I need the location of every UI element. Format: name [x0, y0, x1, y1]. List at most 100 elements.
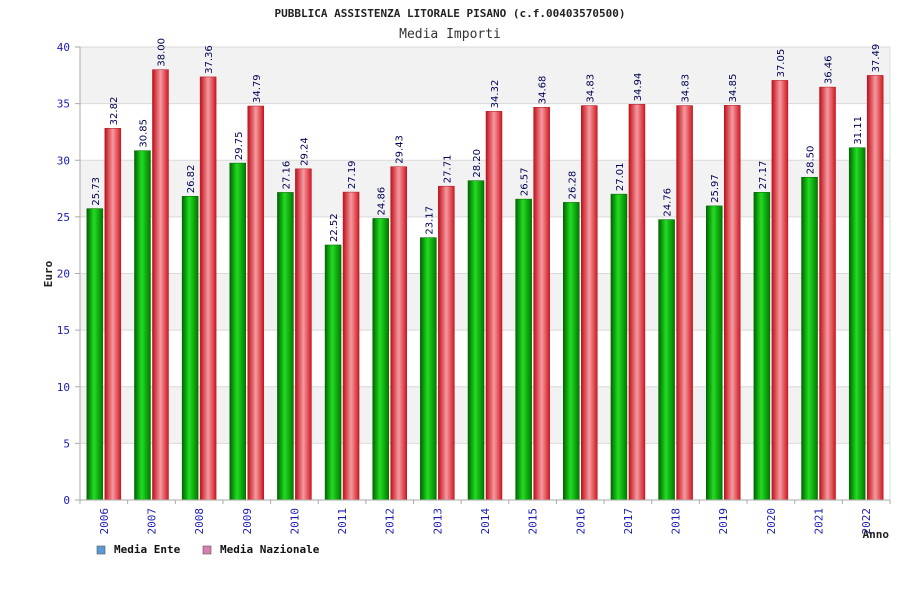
- bar-media-ente: [848, 147, 866, 501]
- data-label: 34.32: [490, 80, 501, 109]
- data-label: 28.50: [806, 146, 817, 175]
- y-tick-label: 35: [57, 98, 70, 111]
- bar-media-ente: [705, 205, 723, 501]
- y-tick-label: 10: [57, 381, 70, 394]
- data-label: 29.43: [395, 135, 406, 164]
- bar-media-nazionale: [533, 106, 550, 501]
- data-label: 25.97: [710, 174, 721, 203]
- data-label: 25.73: [91, 177, 102, 206]
- bar-media-ente: [420, 237, 437, 501]
- data-label: 26.82: [186, 165, 197, 194]
- data-label: 26.57: [520, 167, 531, 196]
- data-label: 32.82: [109, 97, 120, 126]
- data-label: 34.79: [252, 74, 263, 103]
- x-tick-label: 2022: [860, 508, 873, 535]
- bar-media-ente: [372, 218, 389, 501]
- bar-media-nazionale: [390, 166, 407, 501]
- y-tick-label: 20: [57, 268, 70, 281]
- bar-media-nazionale: [676, 105, 693, 501]
- bar-media-ente: [753, 192, 771, 501]
- bar-media-nazionale: [819, 86, 836, 501]
- y-tick-label: 40: [57, 41, 70, 54]
- data-label: 24.86: [377, 187, 388, 216]
- x-tick-label: 2018: [670, 508, 683, 535]
- chart-subtitle: Media Importi: [399, 27, 501, 42]
- bar-media-ente: [801, 176, 818, 501]
- bar-media-ente: [610, 193, 628, 501]
- data-label: 28.20: [472, 149, 483, 178]
- bar-media-nazionale: [104, 128, 122, 501]
- data-label: 38.00: [156, 38, 167, 67]
- bar-media-ente: [181, 196, 199, 501]
- bar-media-nazionale: [199, 76, 217, 501]
- x-tick-label: 2021: [813, 508, 826, 535]
- legend-label-media-nazionale: Media Nazionale: [220, 543, 320, 556]
- bar-media-nazionale: [152, 69, 169, 501]
- bar-media-nazionale: [866, 75, 884, 501]
- data-label: 24.76: [663, 188, 674, 217]
- bar-media-nazionale: [771, 80, 789, 501]
- y-tick-label: 25: [57, 211, 70, 224]
- bar-media-nazionale: [581, 105, 598, 501]
- data-label: 30.85: [138, 119, 149, 148]
- y-tick-label: 15: [57, 324, 70, 337]
- legend-swatch-media-ente: [96, 545, 106, 555]
- chart-title: PUBBLICA ASSISTENZA LITORALE PISANO (c.f…: [275, 7, 626, 20]
- bar-media-nazionale: [247, 105, 265, 501]
- x-tick-label: 2014: [479, 508, 492, 535]
- y-tick-label: 5: [63, 437, 70, 450]
- data-label: 34.68: [538, 76, 549, 105]
- bar-media-ente: [563, 202, 580, 501]
- data-label: 27.01: [615, 162, 626, 191]
- x-tick-label: 2015: [527, 508, 540, 535]
- value-labels: 25.73 32.82 30.85 38.00 26.82 37.36 29.75 34.79…: [91, 38, 882, 242]
- x-tick-label: 2020: [765, 508, 778, 535]
- x-tick-label: 2016: [574, 508, 587, 535]
- bar-media-ente: [658, 219, 675, 501]
- x-tick-label: 2009: [241, 508, 254, 535]
- bar-media-ente: [324, 244, 342, 501]
- data-label: 27.17: [758, 161, 769, 190]
- data-label: 22.52: [329, 213, 340, 242]
- x-tick-label: 2019: [717, 508, 730, 535]
- bar-media-ente: [229, 162, 247, 501]
- bar-media-nazionale: [628, 104, 646, 501]
- data-label: 29.75: [234, 131, 245, 160]
- data-label: 27.16: [281, 161, 292, 190]
- bar-media-nazionale: [485, 111, 503, 501]
- x-tick-label: 2013: [431, 508, 444, 535]
- bar-media-ente: [467, 180, 485, 501]
- y-tick-label: 0: [63, 494, 70, 507]
- data-label: 34.94: [633, 73, 644, 102]
- data-label: 37.05: [776, 49, 787, 78]
- bar-media-ente: [277, 192, 294, 501]
- bar-media-ente: [86, 208, 104, 501]
- axes: [75, 46, 891, 504]
- data-label: 29.24: [299, 137, 310, 166]
- x-tick-label: 2017: [622, 508, 635, 535]
- y-tick-label: 30: [57, 154, 70, 167]
- x-tick-label: 2011: [336, 508, 349, 535]
- data-label: 36.46: [824, 55, 835, 84]
- data-label: 34.83: [585, 74, 596, 103]
- y-tick-labels: 0 5 10 15 20 25 30 35 40: [57, 41, 70, 507]
- bar-media-nazionale: [438, 185, 455, 501]
- data-label: 31.11: [853, 116, 864, 145]
- x-tick-labels: 2006 2007 2008 2009 2010 2011 2012 2013 2014 2015…: [98, 508, 873, 535]
- data-label: 27.19: [347, 160, 358, 189]
- legend-label-media-ente: Media Ente: [114, 543, 181, 556]
- data-label: 23.17: [424, 206, 435, 235]
- x-axis-label: Anno: [863, 528, 890, 541]
- data-label: 37.49: [871, 44, 882, 73]
- data-label: 27.71: [442, 155, 453, 184]
- legend-swatch-media-nazionale: [202, 545, 212, 555]
- bar-media-nazionale: [342, 191, 360, 501]
- x-tick-label: 2007: [145, 508, 158, 535]
- bar-media-nazionale: [295, 168, 312, 501]
- y-axis-label: Euro: [42, 260, 55, 287]
- legend: Media Ente Media Nazionale: [96, 543, 320, 556]
- bar-media-nazionale: [723, 105, 741, 501]
- x-tick-label: 2010: [288, 508, 301, 535]
